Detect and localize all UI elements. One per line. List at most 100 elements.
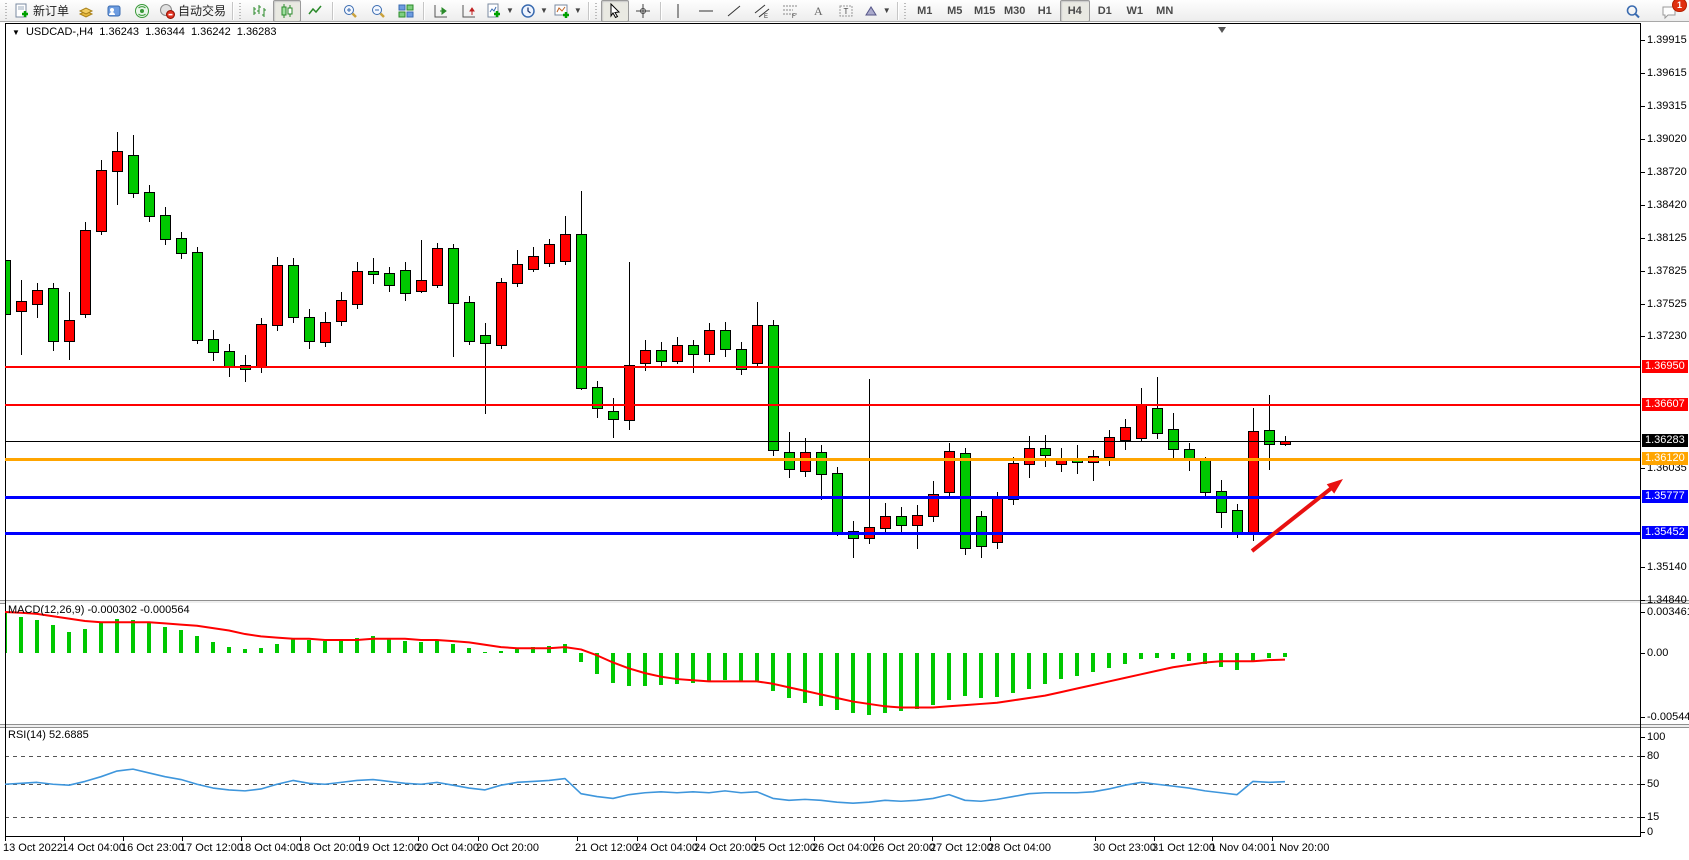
pane-separator[interactable] xyxy=(0,724,1689,728)
time-axis-label: 14 Oct 04:00 xyxy=(62,842,125,854)
signal-button[interactable] xyxy=(128,0,156,22)
templates-button[interactable]: ▼ xyxy=(551,0,585,22)
time-axis-label: 18 Oct 20:00 xyxy=(298,842,361,854)
auto-scroll-button[interactable] xyxy=(427,0,455,22)
axis-tick xyxy=(1640,832,1645,833)
low-value: 1.36242 xyxy=(190,26,231,38)
channel-tool-button[interactable]: E xyxy=(748,0,776,22)
axis-tick xyxy=(1640,172,1645,173)
profile-button[interactable] xyxy=(100,0,128,22)
time-axis-tick xyxy=(577,837,578,841)
candle xyxy=(224,350,235,368)
candle xyxy=(272,264,283,327)
indicators-button[interactable]: ▼ xyxy=(483,0,517,22)
horizontal-level-line[interactable] xyxy=(5,531,1640,535)
trendline-tool-button[interactable] xyxy=(720,0,748,22)
bar-chart-button[interactable] xyxy=(245,0,273,22)
profile-icon xyxy=(107,5,121,16)
timeframe-button-M1[interactable]: M1 xyxy=(917,4,933,17)
candle xyxy=(48,287,59,342)
horizontal-level-line[interactable] xyxy=(5,495,1640,499)
timeframe-button-M30[interactable]: M30 xyxy=(1004,4,1026,17)
toolbar-grip[interactable] xyxy=(4,2,9,19)
time-axis-tick xyxy=(241,837,242,841)
horizontal-level-line[interactable] xyxy=(5,440,1640,442)
candle xyxy=(1104,436,1115,458)
macd-histogram-bar xyxy=(259,648,263,653)
horizontal-level-line[interactable] xyxy=(5,404,1640,407)
rsi-level-dashed-line xyxy=(5,756,1640,757)
candle xyxy=(704,329,715,355)
axis-tick xyxy=(1640,717,1645,718)
autotrade-button[interactable]: 自动交易 xyxy=(156,0,229,22)
time-axis-label: 31 Oct 12:00 xyxy=(1152,842,1215,854)
time-axis-label: 20 Oct 04:00 xyxy=(416,842,479,854)
time-axis-tick xyxy=(814,837,815,841)
rsi-indicator-pane[interactable]: RSI(14) 52.6885 xyxy=(5,728,1640,837)
horizontal-level-line[interactable] xyxy=(5,457,1640,461)
time-axis-label: 25 Oct 12:00 xyxy=(753,842,816,854)
cursor-tool-button[interactable] xyxy=(600,0,629,22)
price-level-tag: 1.35777 xyxy=(1642,490,1688,503)
axis-tick-label: 1.39915 xyxy=(1647,34,1687,46)
chart-shift-marker-icon[interactable] xyxy=(1218,27,1226,33)
chart-shift-button[interactable] xyxy=(455,0,483,22)
zoom-out-button[interactable] xyxy=(364,0,392,22)
macd-label: MACD(12,26,9) -0.000302 -0.000564 xyxy=(8,604,190,616)
candle-wick xyxy=(1285,435,1286,446)
candle xyxy=(736,348,747,371)
time-axis-tick xyxy=(755,837,756,841)
horizontal-level-line[interactable] xyxy=(5,366,1640,369)
symbol-period-label: USDCAD-,H4 xyxy=(25,26,94,38)
vertical-line-tool-button[interactable] xyxy=(664,0,692,22)
price-chart-pane[interactable]: ▼ USDCAD-,H4 1.36243 1.36344 1.36242 1.3… xyxy=(5,24,1640,600)
toolbar-grip[interactable] xyxy=(238,2,244,19)
toolbar-grip[interactable] xyxy=(593,2,599,19)
candle xyxy=(192,252,203,341)
crosshair-tool-button[interactable] xyxy=(629,0,657,22)
candle xyxy=(640,349,651,364)
candle xyxy=(1024,447,1035,466)
text-tool-button[interactable]: A xyxy=(804,0,832,22)
timeframe-button-M15[interactable]: M15 xyxy=(974,4,996,17)
zoom-in-button[interactable] xyxy=(336,0,364,22)
symbol-dropdown-icon[interactable]: ▼ xyxy=(12,28,20,37)
timeframe-button-W1[interactable]: W1 xyxy=(1126,4,1143,17)
candle xyxy=(432,248,443,287)
new-order-button[interactable]: 新订单 xyxy=(11,0,72,22)
timeframe-button-M5[interactable]: M5 xyxy=(947,4,963,17)
toolbar-grip[interactable] xyxy=(902,2,908,19)
fibonacci-tool-button[interactable]: F xyxy=(776,0,804,22)
timeframe-button-D1[interactable]: D1 xyxy=(1097,4,1112,17)
macd-histogram-bar xyxy=(35,619,39,653)
candlestick-chart-button[interactable] xyxy=(273,0,302,22)
horizontal-line-tool-button[interactable] xyxy=(692,0,720,22)
candle xyxy=(672,345,683,362)
macd-histogram-bar xyxy=(1283,653,1287,657)
macd-indicator-pane[interactable]: MACD(12,26,9) -0.000302 -0.000564 xyxy=(5,603,1640,724)
shapes-tool-button[interactable]: ▼ xyxy=(860,0,894,22)
time-axis-label: 17 Oct 12:00 xyxy=(180,842,243,854)
text-label-tool-button[interactable]: T xyxy=(832,0,860,22)
candle xyxy=(768,325,779,451)
line-chart-button[interactable] xyxy=(301,0,329,22)
candle xyxy=(1248,431,1259,534)
timeframe-button-H1[interactable]: H1 xyxy=(1037,4,1052,17)
candle xyxy=(496,282,507,347)
market-watch-button[interactable] xyxy=(72,0,100,22)
axis-tick xyxy=(1640,73,1645,74)
macd-histogram-bar xyxy=(579,653,583,663)
timeframe-button-MN[interactable]: MN xyxy=(1156,4,1174,17)
period-button[interactable]: ▼ xyxy=(517,0,551,22)
candle xyxy=(464,302,475,342)
macd-histogram-bar xyxy=(1107,653,1111,669)
chevron-down-icon: ▼ xyxy=(506,6,514,15)
tile-windows-button[interactable] xyxy=(392,0,420,22)
axis-tick-label: 1.38420 xyxy=(1647,199,1687,211)
timeframe-button-H4[interactable]: H4 xyxy=(1059,0,1090,22)
candle-wick xyxy=(1093,450,1094,481)
notifications-button[interactable]: 1 xyxy=(1655,0,1687,23)
bar-chart-icon xyxy=(253,4,267,17)
search-button[interactable] xyxy=(1619,1,1647,23)
axis-tick xyxy=(1640,271,1645,272)
